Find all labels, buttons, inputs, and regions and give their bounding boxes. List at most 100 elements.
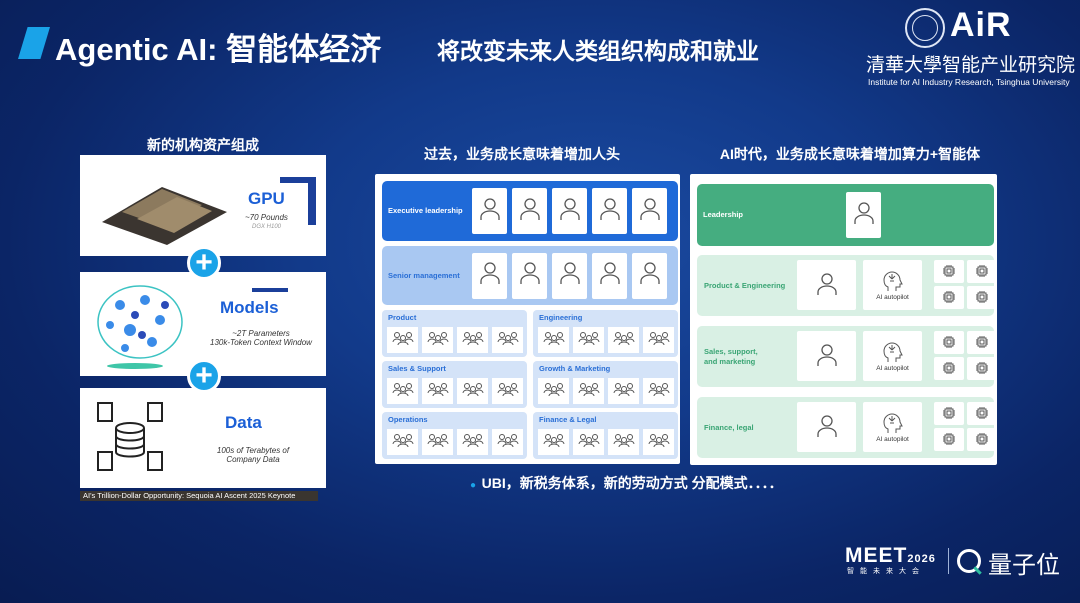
gpu-card: GPU ~70 Pounds DGX H100	[80, 155, 326, 256]
person-card	[846, 192, 881, 238]
person-icon	[559, 261, 581, 290]
group-icon	[543, 433, 565, 452]
group-icon	[462, 382, 484, 401]
compute-chip-card	[967, 428, 997, 451]
person-card	[592, 252, 627, 299]
group-icon	[427, 382, 449, 401]
gpu-weight: ~70 Pounds	[245, 213, 288, 222]
group-icon	[543, 331, 565, 350]
team-card	[643, 429, 674, 455]
ai-brain-icon	[882, 270, 903, 294]
group-icon	[648, 331, 670, 350]
qbitai-name: 量子位	[988, 552, 1060, 579]
air-logo: AiR	[950, 6, 1012, 44]
ai-autopilot-card: AI autopilot	[863, 331, 922, 381]
department-block: Finance & Legal	[533, 412, 678, 459]
person-icon	[599, 197, 621, 226]
executive-row: Executive leadership	[382, 181, 678, 241]
senior-row: Senior management	[382, 246, 678, 305]
chip-icon	[975, 290, 989, 306]
group-icon	[462, 433, 484, 452]
department-label: Product	[388, 313, 417, 322]
person-card	[512, 188, 547, 234]
leadership-label: Leadership	[703, 210, 744, 219]
team-card	[492, 429, 523, 455]
group-icon	[578, 382, 600, 401]
person-icon	[816, 414, 838, 440]
team-card	[538, 429, 569, 455]
person-icon	[639, 261, 661, 290]
models-title: Models	[220, 298, 279, 317]
group-icon	[578, 433, 600, 452]
source-caption: AI's Trillion-Dollar Opportunity: Sequoi…	[80, 491, 318, 501]
gpu-title: GPU	[248, 189, 285, 208]
assets-heading: 新的机构资产组成	[147, 137, 259, 153]
leadership-row: Leadership	[697, 184, 994, 246]
executive-label: Executive leadership	[388, 206, 463, 215]
person-icon	[479, 197, 501, 226]
compute-chip-card	[934, 286, 964, 309]
group-icon	[613, 382, 635, 401]
senior-label: Senior management	[388, 270, 460, 280]
department-label: Operations	[388, 415, 428, 424]
models-params: ~2T Parameters	[232, 329, 290, 338]
group-icon	[613, 331, 635, 350]
person-icon	[599, 261, 621, 290]
database-documents-icon	[97, 402, 163, 471]
person-card	[592, 188, 627, 234]
ai-brain-icon	[882, 412, 903, 436]
meet-logo: MEET2026	[845, 544, 936, 568]
department-block: Growth & Marketing	[533, 361, 678, 408]
person-icon	[816, 343, 838, 369]
compute-chip-card	[967, 331, 997, 354]
ai-autopilot-label: AI autopilot	[876, 364, 909, 372]
function-label: Sales, support, and marketing	[704, 346, 758, 366]
data-volume-1: 100s of Terabytes of	[216, 446, 290, 455]
institute-name-cn: 清華大學智能产业研究院	[866, 54, 1076, 76]
person-icon	[816, 272, 838, 298]
department-block: Sales & Support	[382, 361, 527, 408]
team-card	[608, 378, 639, 404]
qbitai-logo-icon	[957, 549, 982, 575]
group-icon	[497, 331, 519, 350]
page-subtitle: 将改变未来人类组织构成和就业	[437, 38, 759, 64]
past-org-chart: Executive leadership Senior management P…	[375, 174, 680, 464]
person-card	[552, 252, 587, 299]
chip-icon	[942, 432, 956, 448]
team-card	[573, 327, 604, 353]
chip-icon	[975, 432, 989, 448]
team-card	[573, 378, 604, 404]
page-title: Agentic AI: 智能体经济	[55, 32, 382, 67]
person-icon	[519, 261, 541, 290]
group-icon	[392, 331, 414, 350]
person-card	[797, 260, 856, 310]
group-icon	[392, 433, 414, 452]
compute-chip-card	[967, 286, 997, 309]
gpu-board-icon	[102, 187, 227, 245]
ai-function-row: Sales, support, and marketing AI autopilo…	[697, 326, 997, 387]
function-label: Product & Engineering	[704, 280, 786, 290]
chip-icon	[942, 335, 956, 351]
team-card	[422, 378, 453, 404]
ai-autopilot-card: AI autopilot	[863, 402, 922, 452]
person-icon	[639, 197, 661, 226]
tsinghua-seal-icon	[905, 8, 945, 48]
team-card	[422, 429, 453, 455]
chip-icon	[975, 264, 989, 280]
data-title: Data	[225, 413, 262, 432]
divider	[948, 548, 949, 574]
compute-chip-card	[967, 402, 997, 425]
group-icon	[427, 331, 449, 350]
ai-function-row: Finance, legal AI autopilot	[697, 397, 997, 458]
group-icon	[578, 331, 600, 350]
department-block: Engineering	[533, 310, 678, 357]
person-card	[472, 252, 507, 299]
person-icon	[479, 261, 501, 290]
department-label: Sales & Support	[388, 364, 446, 373]
team-card	[457, 327, 488, 353]
team-card	[457, 378, 488, 404]
team-card	[457, 429, 488, 455]
group-icon	[648, 382, 670, 401]
plus-icon: +	[187, 246, 221, 280]
models-context: 130k-Token Context Window	[210, 338, 312, 347]
